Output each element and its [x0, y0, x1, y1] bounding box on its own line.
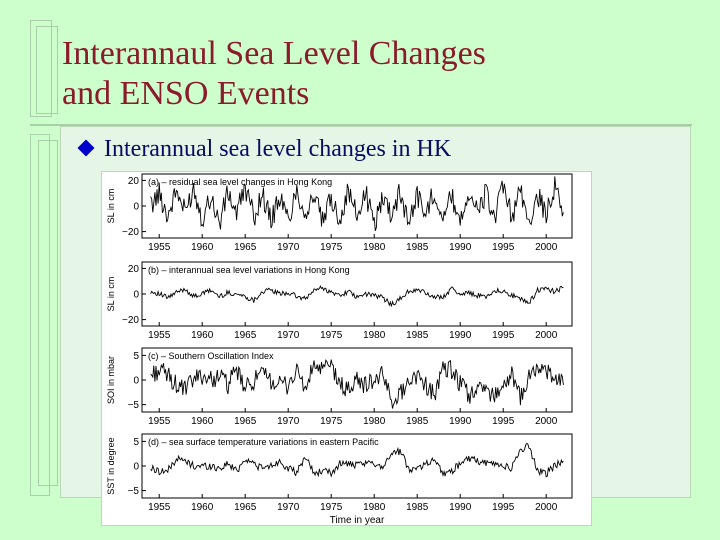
panel-4-xtick-label-6: 1985 — [406, 502, 429, 513]
panel-1-ytick-label-0: 20 — [128, 176, 140, 187]
content-frame-decoration — [30, 134, 50, 496]
slide-title-line-1: Interannaul Sea Level Changes — [62, 35, 486, 72]
panel-2-ytick-label-2: −20 — [122, 315, 139, 326]
panel-2-series-line — [150, 284, 564, 307]
panel-4-series-line — [150, 442, 564, 478]
panel-3-xtick-label-5: 1980 — [363, 416, 386, 427]
panel-2-xtick-label-7: 1990 — [449, 330, 472, 341]
panel-2-ylabel: SL in cm — [106, 277, 116, 312]
panel-2-xtick-label-2: 1965 — [234, 330, 257, 341]
panel-3-ytick-label-1: 0 — [133, 376, 139, 387]
title-underline-decoration — [30, 124, 692, 126]
panel-4-ytick-label-0: 5 — [133, 437, 139, 448]
panel-1-xtick-label-5: 1980 — [363, 242, 386, 253]
panel-2-xtick-label-0: 1955 — [148, 330, 171, 341]
sea-level-figure: 20 0 −20 1955 1960 1965 1970 1975 1980 1985 1990 19… — [101, 171, 592, 526]
panel-4-xtick-label-5: 1980 — [363, 502, 386, 513]
panel-2-xtick-label-8: 1995 — [492, 330, 515, 341]
panel-3-xtick-label-9: 2000 — [535, 416, 558, 427]
title-frame-decoration — [30, 20, 52, 117]
panel-4-ylabel: SST in degree — [106, 437, 116, 494]
panel-3-ytick-label-0: 5 — [133, 351, 139, 362]
slide-title-line-2: and ENSO Events — [62, 75, 310, 112]
bullet-item: Interannual sea level changes in HK — [77, 134, 452, 164]
panel-2-xtick-label-1: 1960 — [191, 330, 214, 341]
panel-4-xtick-label-7: 1990 — [449, 502, 472, 513]
panel-3-xtick-label-4: 1975 — [320, 416, 343, 427]
panel-1-title: (a) – residual sea level changes in Hong… — [148, 177, 332, 187]
panel-1-ylabel: SL in cm — [106, 189, 116, 224]
panel-3-xtick-label-3: 1970 — [277, 416, 300, 427]
panel-4-xtick-label-2: 1965 — [234, 502, 257, 513]
panel-1-xtick-label-8: 1995 — [492, 242, 515, 253]
panel-2-xtick-label-4: 1975 — [320, 330, 343, 341]
diamond-bullet-icon — [77, 139, 95, 157]
slide-title: Interannaul Sea Level Changes and ENSO E… — [62, 34, 486, 114]
panel-3-xtick-label-6: 1985 — [406, 416, 429, 427]
panel-3-xtick-label-8: 1995 — [492, 416, 515, 427]
panel-1-series-line — [150, 176, 564, 232]
panel-3-xtick-label-1: 1960 — [191, 416, 214, 427]
panel-4-xtick-label-0: 1955 — [148, 502, 171, 513]
panel-2-xtick-label-3: 1970 — [277, 330, 300, 341]
panel-3-series-line — [150, 359, 564, 409]
panel-1-xtick-label-0: 1955 — [148, 242, 171, 253]
panel-4-title: (d) – sea surface temperature variations… — [148, 437, 379, 447]
panel-1-ytick-label-2: −20 — [122, 227, 139, 238]
panel-1-xtick-label-3: 1970 — [277, 242, 300, 253]
panel-3-title: (c) – Southern Oscillation Index — [148, 351, 274, 361]
panel-4-xtick-label-8: 1995 — [492, 502, 515, 513]
panel-3-xtick-label-7: 1990 — [449, 416, 472, 427]
panel-4-ytick-label-2: −5 — [128, 486, 140, 497]
panel-2-title: (b) – interannual sea level variations i… — [148, 265, 350, 275]
panel-2-xtick-label-9: 2000 — [535, 330, 558, 341]
bullet-text: Interannual sea level changes in HK — [104, 136, 452, 162]
panel-1-ytick-label-1: 0 — [133, 202, 139, 213]
panel-2-xtick-label-5: 1980 — [363, 330, 386, 341]
panel-1-xtick-label-2: 1965 — [234, 242, 257, 253]
panel-1-xtick-label-1: 1960 — [191, 242, 214, 253]
chart-svg: 20 0 −20 1955 1960 1965 1970 1975 1980 1985 1990 19… — [106, 173, 573, 525]
panel-2-ytick-label-0: 20 — [128, 264, 140, 275]
panel-1-xtick-label-9: 2000 — [535, 242, 558, 253]
panel-4-xtick-label-4: 1975 — [320, 502, 343, 513]
panel-2-ytick-label-1: 0 — [133, 290, 139, 301]
panel-3-xtick-label-2: 1965 — [234, 416, 257, 427]
panel-1-xtick-label-6: 1985 — [406, 242, 429, 253]
content-frame-decoration-inner — [38, 140, 58, 486]
panel-4-xtick-label-3: 1970 — [277, 502, 300, 513]
panel-2-xtick-label-6: 1985 — [406, 330, 429, 341]
panel-3-ylabel: SOI in mbar — [106, 356, 116, 404]
panel-4-xtick-label-9: 2000 — [535, 502, 558, 513]
panel-1-xtick-label-4: 1975 — [320, 242, 343, 253]
panel-3-ytick-label-2: −5 — [128, 400, 140, 411]
title-frame-decoration-inner — [36, 26, 58, 114]
panel-4-xtick-label-1: 1960 — [191, 502, 214, 513]
panel-4-ytick-label-1: 0 — [133, 462, 139, 473]
panel-1-xtick-label-7: 1990 — [449, 242, 472, 253]
panel-3-xtick-label-0: 1955 — [148, 416, 171, 427]
panel-4-xlabel: Time in year — [330, 515, 385, 525]
